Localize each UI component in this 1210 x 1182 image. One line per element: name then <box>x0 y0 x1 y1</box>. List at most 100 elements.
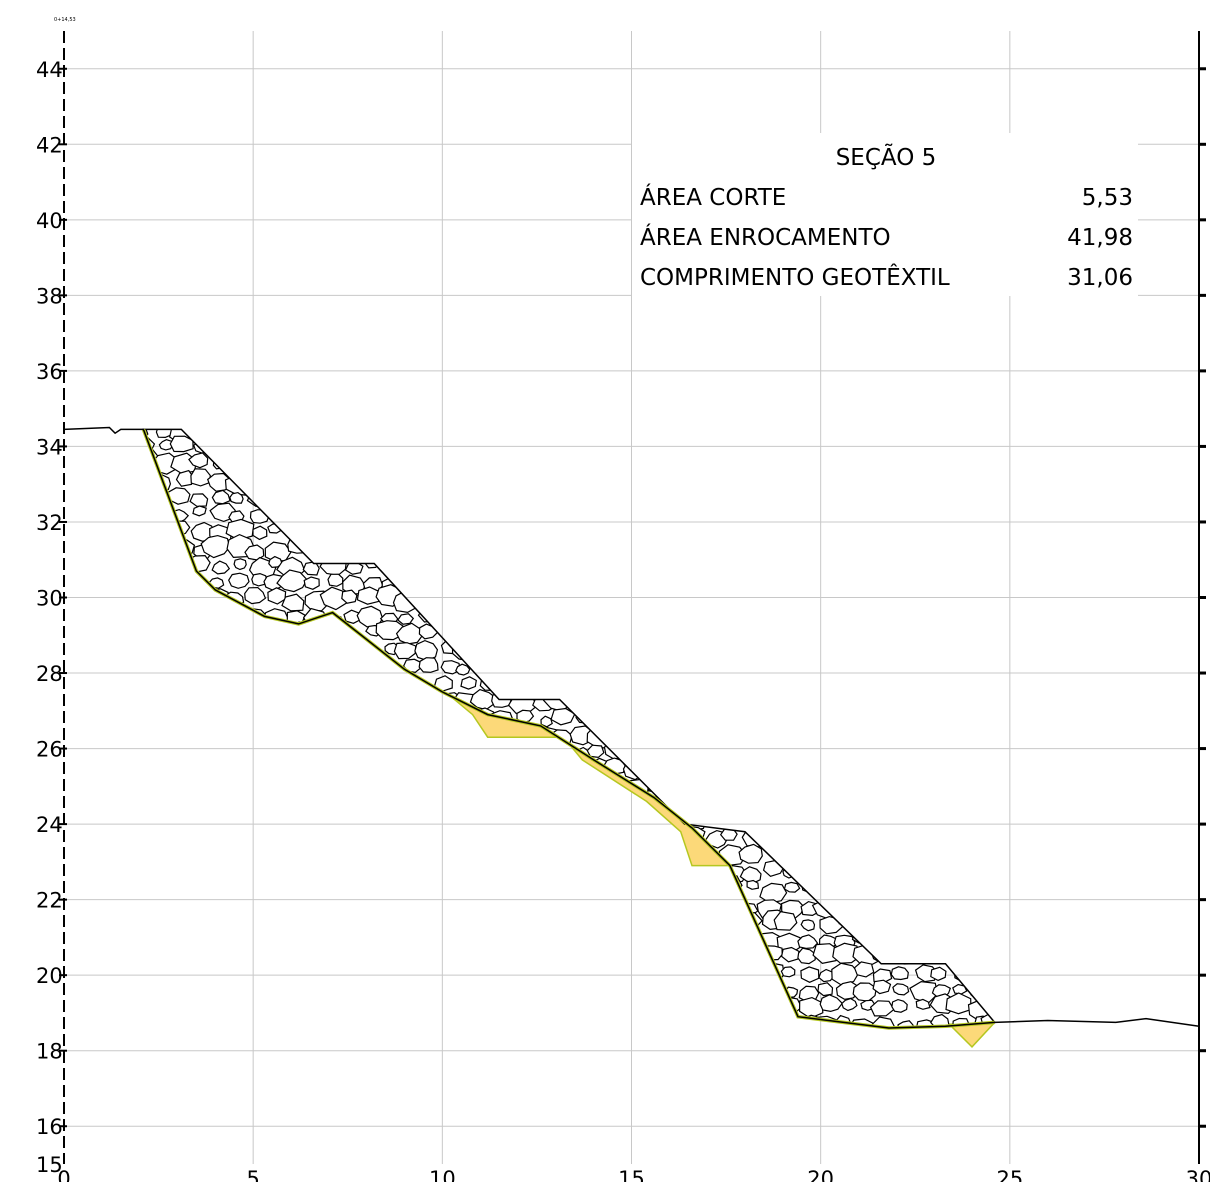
rock-stone <box>143 759 149 774</box>
rock-stone <box>667 607 690 625</box>
rock-stone <box>433 812 462 835</box>
rock-stone <box>416 999 436 1014</box>
rock-stone <box>876 457 895 474</box>
rock-stone <box>794 846 818 864</box>
rock-stone <box>664 594 683 607</box>
rock-stone <box>990 999 995 1019</box>
rock-stone <box>898 1038 912 1050</box>
rock-stone <box>644 489 660 502</box>
rock-stone <box>914 834 930 845</box>
rock-stone <box>740 533 769 557</box>
rock-stone <box>531 677 547 689</box>
rock-stone <box>814 553 841 575</box>
x-tick-label: 0 <box>57 1167 70 1182</box>
rock-stone <box>366 902 381 915</box>
rock-stone <box>191 812 210 828</box>
rock-stone <box>156 866 177 884</box>
rock-stone <box>378 490 396 504</box>
rock-stone <box>742 488 761 506</box>
rock-stone <box>208 1031 227 1045</box>
rock-stone <box>796 490 819 508</box>
rock-stone <box>707 621 726 639</box>
rock-stone <box>739 673 768 697</box>
rock-stone <box>706 759 723 775</box>
rock-stone <box>608 1016 631 1028</box>
rock-stone <box>356 605 384 628</box>
rock-stone <box>326 523 349 540</box>
rock-stone <box>800 966 820 983</box>
rock-stone <box>496 826 520 844</box>
rock-stone <box>607 429 631 442</box>
rock-stone <box>358 545 376 557</box>
rock-stone <box>816 454 846 476</box>
rock-stone <box>875 610 901 629</box>
rock-stone <box>757 457 780 473</box>
rock-stone <box>226 679 247 696</box>
rock-stone <box>533 748 549 760</box>
rock-stone <box>192 440 209 454</box>
rock-stone <box>343 675 371 697</box>
rock-stone <box>527 574 556 596</box>
rock-stone <box>164 994 190 1014</box>
rock-stone <box>528 981 557 1003</box>
rock-stone <box>359 925 385 947</box>
rock-stone <box>322 710 348 727</box>
rock-stone <box>225 606 251 625</box>
cut-area-polygon <box>449 695 732 867</box>
rock-stone <box>221 861 248 882</box>
rock-stone <box>343 948 364 963</box>
rock-stone <box>645 451 670 470</box>
rock-stone <box>688 576 710 591</box>
rock-stone <box>663 520 691 540</box>
rock-stone <box>183 948 214 970</box>
rock-stone <box>364 814 382 831</box>
rock-stone <box>962 725 994 749</box>
rock-stone <box>412 592 438 611</box>
rock-stone <box>434 790 461 811</box>
rock-stone <box>780 429 804 443</box>
rock-stone <box>795 727 821 746</box>
rock-stone <box>212 781 230 795</box>
rock-stone <box>321 779 340 795</box>
rock-stone <box>514 469 533 486</box>
rock-stone <box>623 1014 645 1028</box>
rock-stone <box>341 542 357 555</box>
rock-stone <box>245 878 271 900</box>
rock-stone <box>794 861 821 884</box>
rock-stone <box>378 725 400 746</box>
rock-stone <box>623 429 651 441</box>
rock-stone <box>780 608 798 623</box>
rock-stone <box>602 555 630 575</box>
rock-stone <box>568 965 596 988</box>
rock-stone <box>443 455 460 470</box>
rock-stone <box>640 606 668 628</box>
rock-stone <box>703 560 724 577</box>
rock-stone <box>625 876 646 893</box>
rock-stone <box>944 655 969 673</box>
rock-stone <box>269 476 286 489</box>
rock-stone <box>513 810 532 827</box>
rock-stone <box>828 692 861 715</box>
rock-stone <box>704 776 729 796</box>
rock-stone <box>686 589 704 602</box>
rock-stone <box>991 847 995 865</box>
rock-stone <box>586 521 612 542</box>
rock-stone <box>450 590 479 613</box>
rock-stone <box>679 913 709 936</box>
rock-stone <box>264 727 288 746</box>
rock-stone <box>684 682 698 695</box>
rock-stone <box>762 561 778 574</box>
rock-stone <box>170 657 197 680</box>
rock-stone <box>777 642 795 657</box>
rock-stone <box>631 627 644 639</box>
rock-stone <box>969 580 983 592</box>
rock-stone <box>825 1033 838 1044</box>
rock-stone <box>736 708 761 727</box>
rock-stone <box>820 575 836 588</box>
rock-stone <box>641 522 669 544</box>
rock-stone <box>829 429 857 438</box>
rock-stone <box>852 982 877 1002</box>
rock-stone <box>609 612 622 623</box>
rock-stone <box>664 708 680 722</box>
rock-stone <box>383 863 404 879</box>
